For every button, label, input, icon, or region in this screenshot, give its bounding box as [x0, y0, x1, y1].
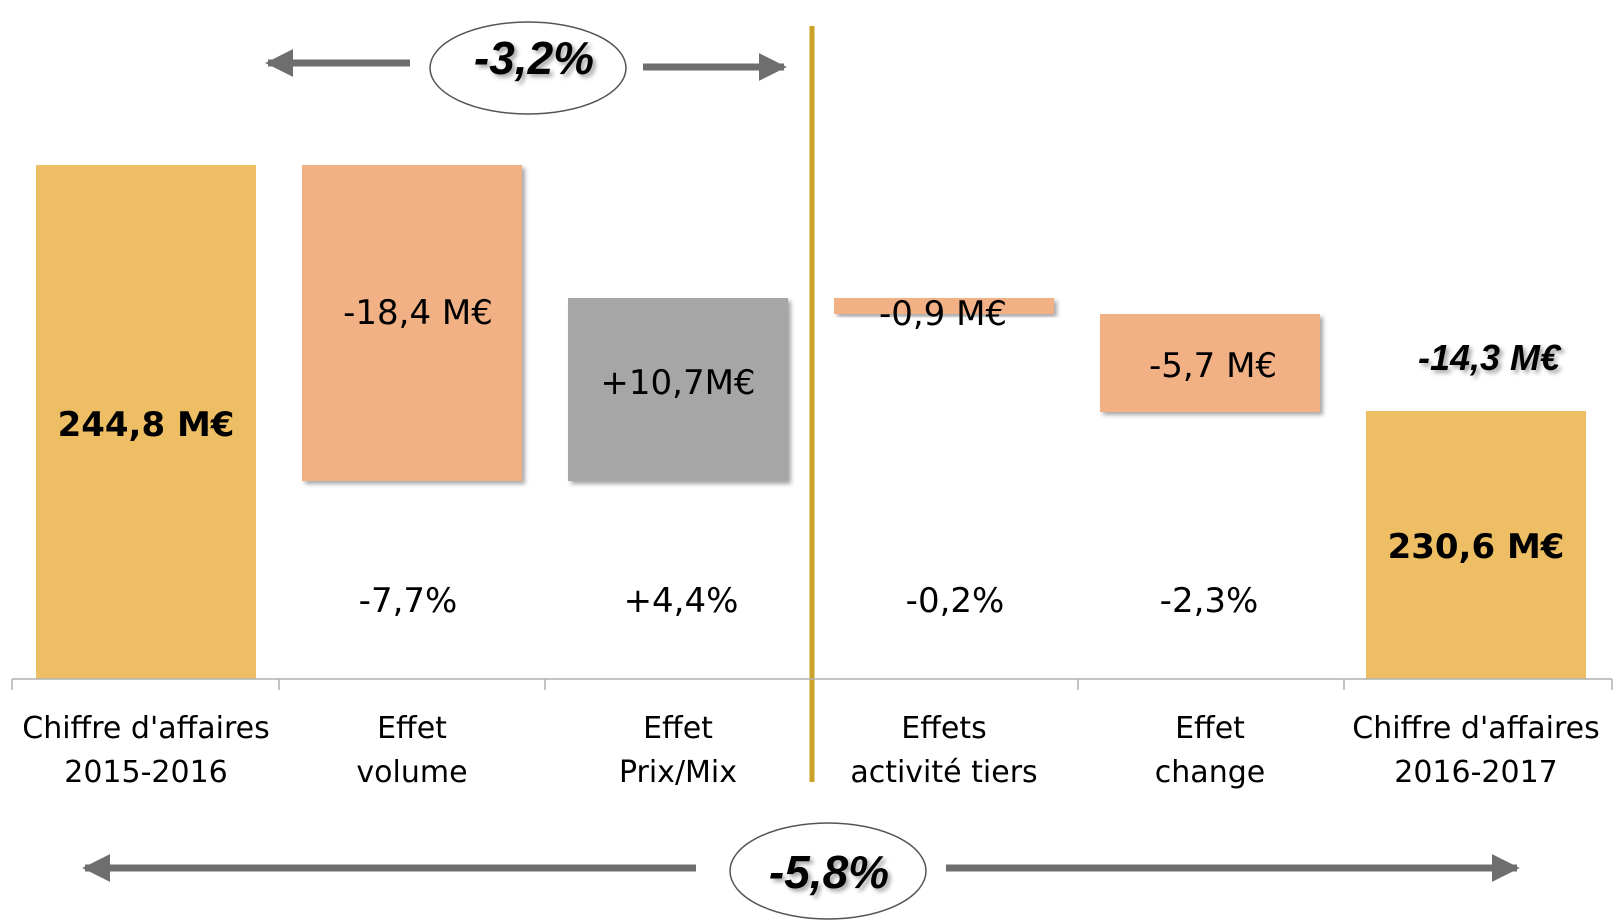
bar-effets-activite-tiers	[834, 298, 1054, 314]
bar-effet-change	[1100, 314, 1320, 412]
percent-labels: -7,7% +4,4% -0,2% -2,3%	[359, 581, 1259, 621]
percent-label: -7,7%	[359, 581, 458, 621]
percent-label: +4,4%	[624, 581, 739, 621]
value-label: -0,9 M€	[879, 294, 1007, 334]
percent-label: -2,3%	[1160, 581, 1259, 621]
category-label: activité tiers	[850, 755, 1037, 790]
bar-ca-2016-2017	[1366, 411, 1586, 679]
value-label: -5,7 M€	[1149, 346, 1277, 386]
value-label: -18,4 M€	[343, 293, 493, 333]
category-label: Chiffre d'affaires	[1352, 711, 1599, 746]
category-label: Effets	[901, 711, 986, 746]
category-label: change	[1155, 755, 1265, 790]
category-label: Effet	[1175, 711, 1245, 746]
total-change-label: -14,3 M€	[1418, 337, 1562, 378]
category-label: Effet	[643, 711, 713, 746]
bar-ca-2015-2016	[36, 165, 256, 679]
category-label: 2016-2017	[1394, 755, 1558, 790]
overall-change-ellipse	[729, 822, 927, 920]
category-label: Effet	[377, 711, 447, 746]
category-label: 2015-2016	[64, 755, 228, 790]
value-labels: 244,8 M€ -18,4 M€ +10,7M€ -0,9 M€ -5,7 M…	[58, 293, 1565, 567]
percent-label: -0,2%	[906, 581, 1005, 621]
group-change-label: -3,2%	[474, 32, 594, 84]
group-change-ellipse	[429, 21, 627, 115]
bar-effet-volume	[302, 165, 522, 481]
x-axis	[11, 678, 1613, 690]
group-change-indicator: -3,2%	[265, 21, 787, 115]
bar-effet-prix-mix	[568, 298, 788, 481]
category-label: volume	[356, 755, 467, 790]
category-labels: Chiffre d'affaires 2015-2016 Effet volum…	[22, 711, 1599, 790]
value-label: +10,7M€	[600, 363, 755, 403]
overall-change-indicator: -5,8%	[82, 822, 1520, 920]
value-label: 230,6 M€	[1388, 527, 1565, 567]
bars	[36, 165, 1586, 679]
category-label: Prix/Mix	[619, 755, 737, 790]
overall-change-label: -5,8%	[769, 846, 889, 898]
category-label: Chiffre d'affaires	[22, 711, 269, 746]
value-label: 244,8 M€	[58, 405, 235, 445]
